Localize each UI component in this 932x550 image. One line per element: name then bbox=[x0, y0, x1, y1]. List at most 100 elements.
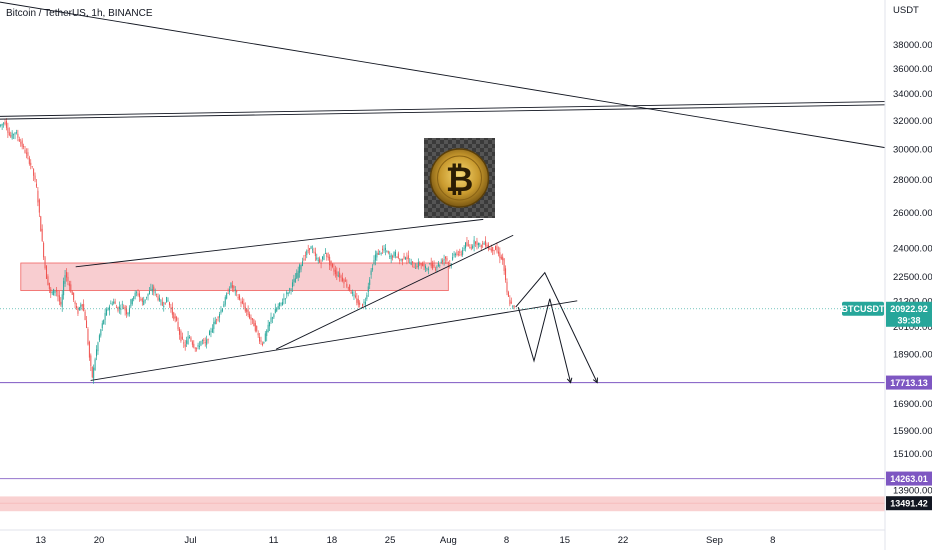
candle bbox=[344, 277, 346, 282]
candle bbox=[505, 265, 507, 283]
time-axis[interactable]: 13 20 Jul 11 18 25 Aug 8 15 22 Sep 8 bbox=[35, 535, 775, 546]
candle bbox=[417, 258, 419, 270]
candle bbox=[437, 260, 439, 268]
candle bbox=[320, 259, 322, 269]
candle bbox=[186, 336, 188, 348]
candle bbox=[213, 317, 215, 334]
candle bbox=[442, 258, 444, 265]
candle bbox=[307, 244, 309, 254]
x-tick-label: 15 bbox=[559, 535, 570, 546]
candle bbox=[133, 295, 135, 302]
projection-arrow-alt[interactable] bbox=[515, 271, 598, 383]
candle bbox=[330, 260, 332, 271]
candle bbox=[83, 299, 85, 312]
candle bbox=[204, 337, 206, 347]
candle bbox=[386, 250, 388, 253]
candle bbox=[430, 257, 432, 269]
candle bbox=[100, 328, 102, 338]
candle bbox=[31, 165, 33, 169]
candle bbox=[259, 332, 261, 345]
trendline-3[interactable] bbox=[0, 104, 886, 120]
candle bbox=[509, 295, 511, 307]
candle bbox=[317, 257, 319, 264]
candle bbox=[173, 311, 175, 321]
candle bbox=[447, 261, 449, 267]
candle bbox=[440, 258, 442, 264]
x-tick-label: 25 bbox=[385, 535, 396, 546]
candle bbox=[294, 273, 296, 283]
candle bbox=[160, 299, 162, 306]
candle bbox=[446, 256, 448, 264]
candle bbox=[1, 123, 3, 131]
candle bbox=[126, 305, 128, 318]
y-tick-label: 22500.00 bbox=[893, 272, 932, 283]
candle bbox=[37, 186, 39, 207]
candle bbox=[227, 288, 229, 294]
candle bbox=[206, 335, 208, 349]
candle bbox=[8, 127, 10, 137]
candle bbox=[503, 257, 505, 275]
resistance-zone[interactable] bbox=[20, 262, 449, 291]
candle bbox=[336, 267, 338, 281]
candle bbox=[61, 290, 63, 312]
candle bbox=[296, 269, 298, 279]
candle bbox=[403, 252, 405, 260]
candle bbox=[452, 252, 454, 261]
y-tick-label: 28000.00 bbox=[893, 175, 932, 186]
projection-arrow[interactable] bbox=[517, 298, 572, 383]
candle bbox=[377, 249, 379, 255]
candle bbox=[251, 318, 253, 325]
symbol-tag[interactable]: BTCUSDT bbox=[842, 301, 885, 316]
candle bbox=[193, 340, 195, 349]
candle bbox=[400, 258, 402, 262]
candle bbox=[291, 279, 293, 292]
candle bbox=[64, 269, 66, 287]
candle bbox=[462, 247, 464, 257]
candle bbox=[466, 236, 468, 247]
candle bbox=[374, 250, 376, 266]
candle bbox=[434, 266, 436, 272]
candle bbox=[284, 297, 286, 304]
candle bbox=[230, 282, 232, 289]
price-axis[interactable]: USDT 13900.00 15100.00 15900.00 16900.00 189… bbox=[893, 5, 932, 496]
candle bbox=[445, 256, 447, 264]
y-tick-label: 20100.00 bbox=[893, 322, 932, 333]
candle bbox=[326, 252, 328, 261]
candle bbox=[68, 280, 70, 292]
x-tick-label: 22 bbox=[618, 535, 629, 546]
candle bbox=[370, 268, 372, 279]
candle bbox=[263, 341, 265, 345]
trendline-6[interactable] bbox=[275, 234, 514, 350]
trendline-2[interactable] bbox=[0, 101, 886, 117]
candle bbox=[216, 318, 218, 325]
candle bbox=[224, 295, 226, 307]
candle bbox=[4, 119, 6, 126]
candle bbox=[476, 237, 478, 250]
candle bbox=[439, 264, 441, 268]
candle bbox=[101, 320, 103, 331]
candle bbox=[97, 341, 99, 355]
y-tick-label: 38000.00 bbox=[893, 40, 932, 51]
candle bbox=[432, 260, 434, 271]
svg-text:20922.92: 20922.92 bbox=[890, 304, 928, 314]
level-price-label: 17713.13 bbox=[886, 375, 932, 390]
candle bbox=[128, 305, 130, 317]
trendline-5[interactable] bbox=[90, 300, 578, 381]
candle bbox=[347, 286, 349, 291]
y-tick-label: 15100.00 bbox=[893, 449, 932, 460]
candle bbox=[157, 293, 159, 302]
candle bbox=[349, 284, 351, 292]
candle bbox=[239, 293, 241, 301]
candle bbox=[96, 345, 98, 361]
candle bbox=[290, 288, 292, 295]
candle bbox=[306, 249, 308, 259]
chart-title: Bitcoin / TetherUS, 1h, BINANCE bbox=[6, 8, 153, 19]
candle bbox=[495, 245, 497, 251]
candle bbox=[103, 319, 105, 325]
trendline-1[interactable] bbox=[0, 1, 886, 149]
candle bbox=[123, 304, 125, 309]
trendline-4[interactable] bbox=[75, 218, 484, 268]
candle bbox=[43, 241, 45, 260]
candle bbox=[27, 148, 29, 160]
